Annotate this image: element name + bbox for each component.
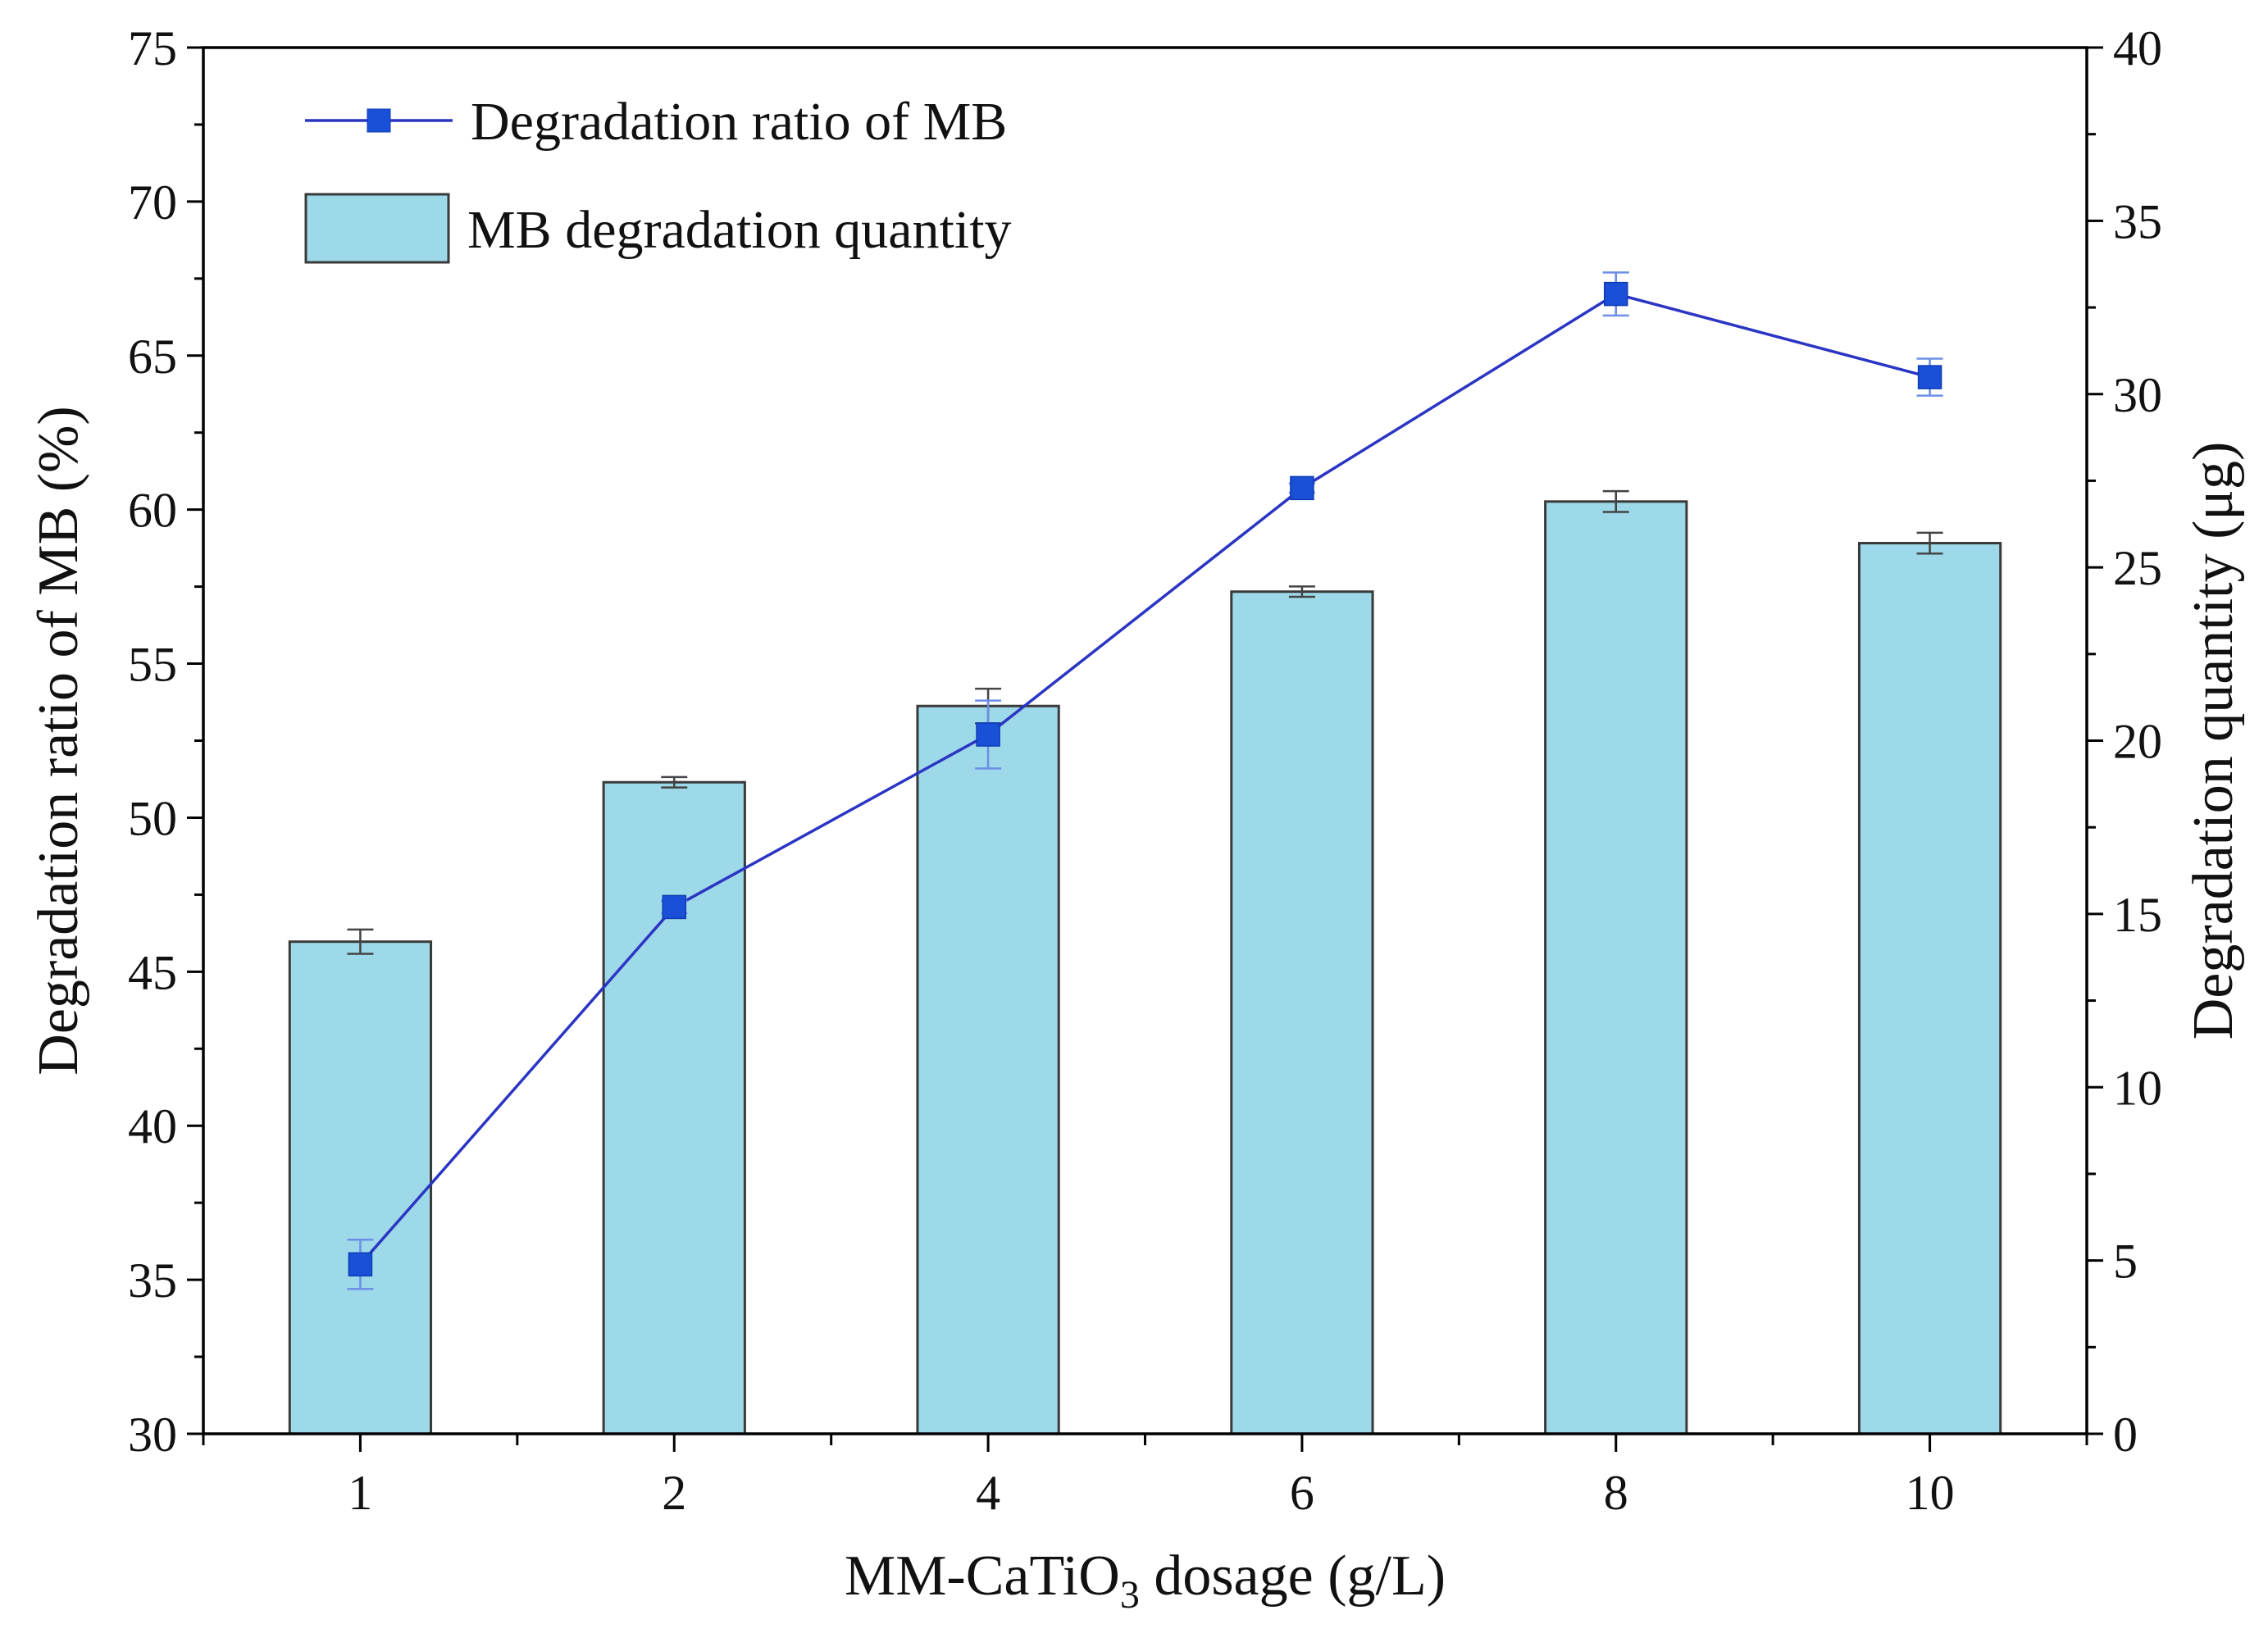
bars-layer [288, 489, 2002, 1435]
line-series-path [359, 292, 1931, 1266]
left-tick-label: 50 [128, 791, 177, 845]
right-tick-label: 35 [2113, 194, 2162, 248]
right-tick-label: 30 [2113, 368, 2162, 422]
left-tick-label: 60 [128, 484, 177, 538]
left-axis-label: Degradation ratio of MB (%) [27, 406, 90, 1075]
right-tick-label: 20 [2113, 715, 2162, 769]
legend-bar-swatch [304, 193, 450, 264]
right-tick-label: 0 [2113, 1408, 2138, 1462]
left-tick-label: 35 [128, 1253, 177, 1308]
left-tick-label: 65 [128, 330, 177, 384]
line-point [1290, 475, 1314, 501]
x-tick-label: 8 [1604, 1466, 1628, 1520]
line-point [662, 894, 686, 920]
right-tick-label: 5 [2113, 1235, 2138, 1289]
x-tick-label: 6 [1290, 1466, 1314, 1520]
line-point [1604, 281, 1628, 307]
right-axis-label: Degradation quantity (μg) [2182, 442, 2245, 1040]
legend-bar-label: MB degradation quantity [467, 200, 1012, 260]
x-tick-label: 1 [348, 1466, 372, 1520]
line-point [1917, 365, 1942, 389]
x-tick-label: 4 [976, 1466, 1000, 1520]
right-tick-label: 40 [2113, 21, 2162, 75]
x-axis-label-suffix: dosage (g/L) [1140, 1544, 1446, 1608]
right-tick-label: 25 [2113, 541, 2162, 595]
x-axis-label-subscript: 3 [1120, 1573, 1140, 1617]
x-tick-label: 2 [662, 1466, 686, 1520]
axes-layer: 30 35 40 45 50 55 60 65 70 75 0 5 10 15 20 25 30 35 40 1 2 4 6… [128, 21, 2162, 1520]
bar [288, 940, 433, 1435]
right-tick-label: 10 [2113, 1061, 2162, 1115]
legend: Degradation ratio of MB MB degradation q… [304, 92, 1012, 264]
bar [602, 780, 746, 1435]
x-axis-label: MM-CaTiO3 dosage (g/L) [845, 1544, 1446, 1617]
left-tick-label: 75 [128, 21, 177, 75]
left-tick-label: 70 [128, 175, 177, 230]
line-point [348, 1252, 373, 1277]
x-tick-label: 10 [1906, 1466, 1955, 1520]
legend-line-marker [367, 108, 391, 133]
bar [1544, 500, 1688, 1435]
bar [1230, 590, 1374, 1435]
bar [916, 704, 1060, 1435]
left-tick-label: 45 [128, 945, 177, 999]
left-tick-label: 30 [128, 1408, 177, 1462]
left-tick-label: 40 [128, 1099, 177, 1153]
right-tick-label: 15 [2113, 888, 2162, 942]
left-tick-label: 55 [128, 638, 177, 692]
x-axis-label-prefix: MM-CaTiO [845, 1544, 1120, 1608]
legend-line-label: Degradation ratio of MB [471, 92, 1007, 152]
bar [1857, 542, 2002, 1435]
line-point [976, 722, 1000, 747]
line-layer [347, 271, 1943, 1290]
